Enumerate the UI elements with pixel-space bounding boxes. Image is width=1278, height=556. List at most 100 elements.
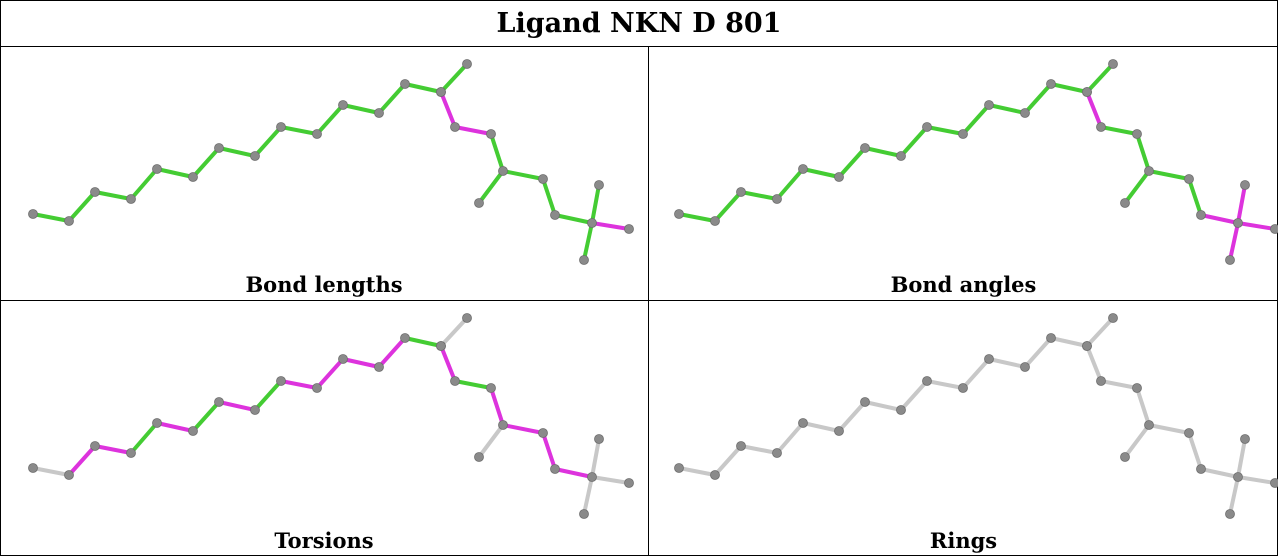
atom: [958, 383, 968, 393]
bond: [93, 190, 133, 201]
bond: [1236, 437, 1247, 479]
bond: [341, 103, 381, 115]
atom: [579, 255, 589, 265]
bond: [191, 146, 221, 179]
atom: [486, 129, 496, 139]
bond: [801, 167, 841, 179]
atom: [436, 341, 446, 351]
atom: [1132, 383, 1142, 393]
atom: [486, 383, 496, 393]
bond: [403, 336, 443, 348]
bond: [837, 146, 867, 179]
atom: [1240, 180, 1250, 190]
atom: [798, 164, 808, 174]
bond: [279, 379, 319, 390]
atom: [860, 397, 870, 407]
atom: [1184, 428, 1194, 438]
atom: [64, 470, 74, 480]
atom: [1144, 420, 1154, 430]
bond: [377, 82, 407, 115]
atom: [710, 216, 720, 226]
atom: [250, 405, 260, 415]
bond: [477, 169, 505, 205]
bond: [1099, 125, 1139, 136]
bond: [925, 379, 965, 390]
atom: [1196, 210, 1206, 220]
atom: [1233, 218, 1243, 228]
bond: [987, 103, 1027, 115]
atom: [1108, 313, 1118, 323]
bond: [541, 431, 557, 471]
bond: [403, 82, 443, 94]
bond: [439, 316, 469, 348]
atom: [896, 151, 906, 161]
atom: [400, 333, 410, 343]
bond: [590, 183, 601, 225]
bond: [1199, 213, 1240, 225]
panel-rings: Rings: [649, 301, 1278, 556]
atom: [214, 143, 224, 153]
atom: [498, 420, 508, 430]
atom: [436, 87, 446, 97]
atom: [958, 129, 968, 139]
atom: [1132, 129, 1142, 139]
atom: [450, 376, 460, 386]
atom: [1144, 166, 1154, 176]
atom: [587, 218, 597, 228]
bond: [899, 125, 929, 158]
bond: [155, 421, 195, 433]
atom: [126, 194, 136, 204]
atom: [1233, 472, 1243, 482]
bond: [477, 423, 505, 459]
bond: [129, 167, 159, 201]
atom: [922, 122, 932, 132]
bond: [489, 386, 505, 427]
bond: [439, 344, 457, 383]
atom: [152, 418, 162, 428]
bond: [341, 357, 381, 369]
atom: [1120, 452, 1130, 462]
bond: [1135, 386, 1151, 427]
atom: [674, 463, 684, 473]
bond: [925, 125, 965, 136]
atom: [1240, 434, 1250, 444]
atom: [772, 448, 782, 458]
table-title: Ligand NKN D 801: [496, 7, 782, 39]
panel-bond-lengths: Bond lengths: [0, 47, 648, 300]
bond: [489, 132, 505, 173]
atom: [736, 441, 746, 451]
bond: [1023, 82, 1053, 115]
atom: [338, 354, 348, 364]
atom: [1020, 362, 1030, 372]
panel-caption: Bond angles: [890, 272, 1037, 297]
atom: [28, 463, 38, 473]
atom: [276, 122, 286, 132]
bond: [961, 103, 991, 136]
atom: [834, 172, 844, 182]
atom: [594, 180, 604, 190]
bond: [582, 475, 594, 516]
bond: [775, 167, 805, 201]
bond: [1085, 90, 1103, 129]
panel-caption: Torsions: [274, 528, 374, 553]
bond: [377, 336, 407, 369]
bond: [1228, 475, 1240, 516]
atom: [538, 174, 548, 184]
bond: [541, 177, 557, 217]
atom: [860, 143, 870, 153]
atom: [126, 448, 136, 458]
atom: [64, 216, 74, 226]
bond: [677, 212, 717, 223]
atom: [1225, 509, 1235, 519]
bond: [677, 466, 717, 477]
bond: [739, 444, 779, 455]
bond: [590, 475, 631, 485]
atom: [1270, 478, 1278, 488]
atom: [338, 100, 348, 110]
atom: [374, 362, 384, 372]
bond: [1049, 82, 1089, 94]
atom: [250, 151, 260, 161]
bond: [713, 444, 743, 477]
atom: [550, 210, 560, 220]
bond: [501, 423, 545, 435]
